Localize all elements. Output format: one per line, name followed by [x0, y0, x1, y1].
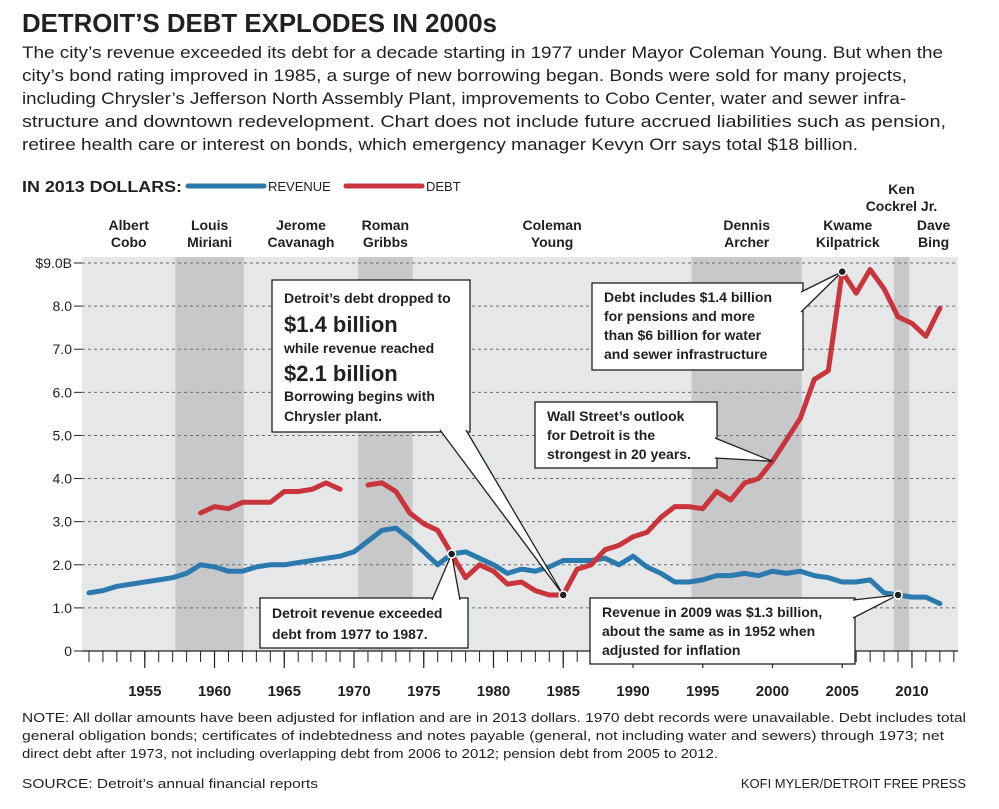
annotation-text: and sewer infrastructure: [604, 346, 768, 362]
mayor-label: Jerome: [276, 217, 326, 233]
mayor-label: Dave: [917, 217, 951, 233]
annotation-text: $1.4 billion: [284, 312, 398, 337]
x-tick-label: 1970: [337, 683, 370, 700]
annotation-pointer-edge: [852, 594, 899, 601]
subtitle-line: including Chrysler’s Jefferson North Ass…: [22, 89, 906, 108]
annotation-box: [589, 597, 856, 665]
annotation-text: Detroit revenue exceeded: [272, 605, 442, 621]
y-tick-label: 4.0: [53, 471, 73, 487]
annotation-point: [837, 266, 847, 277]
note-line: general obligation bonds; certificates o…: [22, 728, 944, 743]
x-tick-label: 1990: [616, 683, 649, 700]
mayor-label: Louis: [191, 217, 229, 233]
annotation-text: for Detroit is the: [547, 427, 655, 443]
annotation-pointer: [432, 554, 460, 600]
credit: KOFI MYLER/DETROIT FREE PRESS: [741, 776, 966, 791]
chart-title: DETROIT’S DEBT EXPLODES IN 2000s: [22, 8, 497, 38]
mayor-label: Bing: [918, 234, 949, 250]
annotation-text: Revenue in 2009 was $1.3 billion,: [602, 604, 822, 620]
mayor-label: Ken: [888, 181, 914, 197]
annotation-text: Debt includes $1.4 billion: [604, 289, 772, 305]
mayor-label: Young: [531, 234, 574, 250]
annotation-pointer-edge: [431, 553, 453, 601]
annotation-point: [446, 549, 457, 559]
mayor-label: Albert: [109, 217, 150, 233]
y-tick-label: 1.0: [53, 600, 73, 616]
y-tick-label: 7.0: [53, 341, 73, 357]
note-line: NOTE: All dollar amounts have been adjus…: [22, 710, 966, 725]
mayor-label: Gribbs: [363, 234, 408, 250]
mayor-label: Dennis: [723, 217, 770, 233]
mayor-label: Coleman: [523, 217, 582, 233]
mayor-label: Roman: [362, 217, 409, 233]
y-tick-label: 8.0: [53, 298, 73, 314]
mayor-band: [175, 257, 244, 651]
annotation-pointer-edge: [852, 594, 899, 619]
mayor-band: [893, 257, 910, 651]
annotation-text: Borrowing begins with: [284, 388, 435, 404]
series-line: [86, 525, 943, 607]
legend-label: REVENUE: [268, 179, 331, 194]
mayor-label: Kilpatrick: [816, 234, 880, 250]
legend-label: DEBT: [426, 179, 461, 194]
subtitle-line: The city’s revenue exceeded its debt for…: [22, 43, 943, 62]
annotation-text: about the same as in 1952 when: [602, 623, 815, 639]
mayor-label: Cobo: [111, 234, 147, 250]
y-tick-label: 2.0: [53, 557, 73, 573]
legend-title: IN 2013 DOLLARS:: [22, 179, 182, 196]
y-tick-label: 0: [64, 643, 72, 659]
mayor-label: Archer: [724, 234, 770, 250]
x-tick-label: 1980: [477, 683, 510, 700]
y-tick-label: 3.0: [53, 514, 73, 530]
annotation-text: while revenue reached: [283, 340, 434, 356]
y-tick-label: $9.0B: [35, 255, 72, 271]
annotation-pointer-edge: [800, 271, 843, 293]
annotation-text: for pensions and more: [604, 308, 755, 324]
x-tick-label: 1975: [407, 683, 440, 700]
x-tick-label: 1965: [268, 683, 301, 700]
note-line: direct debt after 1973, not including ov…: [22, 746, 718, 761]
annotation-pointer-edge: [439, 429, 564, 596]
x-tick-label: 1995: [686, 683, 719, 700]
annotation-box: [259, 597, 469, 649]
annotation-pointer-edge: [714, 437, 773, 462]
x-tick-label: 1985: [547, 683, 580, 700]
annotation-point: [893, 590, 903, 600]
y-tick-label: 6.0: [53, 384, 73, 400]
x-tick-label: 2000: [756, 683, 789, 700]
x-tick-label: 2005: [826, 683, 859, 700]
annotation-text: debt from 1977 to 1987.: [272, 626, 428, 642]
subtitle-line: retiree health care or interest on bonds…: [22, 135, 858, 154]
mayor-label: Kwame: [823, 217, 872, 233]
subtitle-line: city’s bond rating improved in 1985, a s…: [22, 66, 907, 85]
annotation-pointer-edge: [465, 429, 564, 596]
x-tick-label: 1955: [128, 683, 161, 700]
subtitle-line: structure and downtown redevelopment. Ch…: [22, 112, 946, 131]
annotation-text: Detroit’s debt dropped to: [284, 290, 451, 306]
annotation-box: [591, 282, 804, 371]
mayor-label: Miriani: [187, 234, 232, 250]
mayor-label: Cavanagh: [268, 234, 335, 250]
annotation-pointer-edge: [714, 457, 773, 462]
y-tick-label: 5.0: [53, 427, 73, 443]
source: SOURCE: Detroit’s annual financial repor…: [22, 776, 319, 791]
x-tick-label: 2010: [895, 683, 928, 700]
annotation-text: Chrysler plant.: [284, 408, 382, 424]
x-tick-label: 1960: [198, 683, 231, 700]
annotation-text: adjusted for inflation: [602, 642, 740, 658]
annotation-text: $2.1 billion: [284, 361, 398, 386]
annotation-box: [534, 401, 718, 469]
annotation-pointer-edge: [451, 553, 461, 601]
annotation-text: Wall Street’s outlook: [547, 408, 685, 424]
annotation-box: [271, 279, 471, 433]
annotation-text: strongest in 20 years.: [547, 446, 691, 462]
annotation-text: than $6 billion for water: [604, 327, 762, 343]
mayor-label: Cockrel Jr.: [866, 198, 938, 214]
annotation-pointer-edge: [800, 271, 843, 313]
annotation-point: [558, 590, 568, 600]
